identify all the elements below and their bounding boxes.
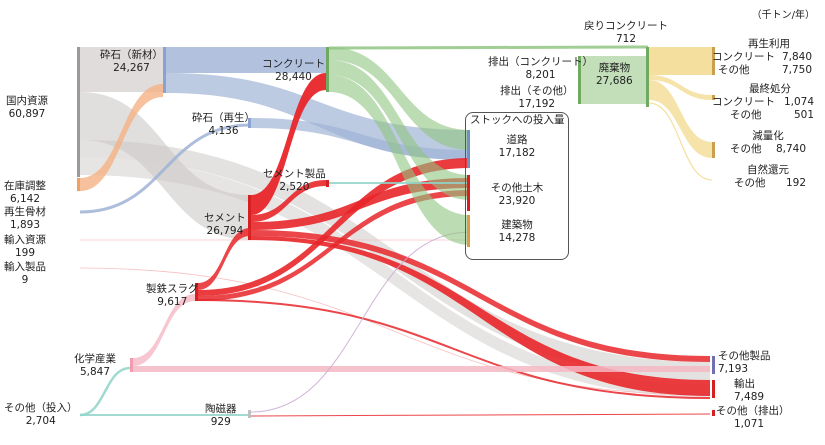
flow-domestic-crushed-new — [80, 47, 163, 92]
node-label-crushed-new: 砕石（新材） 24,267 — [100, 49, 163, 74]
node-label-slag: 製鉄スラグ 9,617 — [146, 283, 199, 308]
flow-crushed-concrete — [166, 47, 326, 73]
node-label-return-concrete: 戻りコンクリート 712 — [584, 20, 668, 45]
node-bar-waste — [646, 47, 649, 107]
node-label-concrete: コンクリート 28,440 — [262, 58, 325, 83]
node-bar-export — [712, 380, 715, 398]
stock-title: ストックへの投入量 — [470, 114, 565, 126]
node-label-chemical: 化学産業 5,847 — [74, 353, 116, 378]
node-bar-other-emission — [712, 410, 715, 416]
node-label-imported-res: 輸入資源 199 — [4, 234, 46, 259]
node-bar-reuse — [712, 47, 715, 75]
flow-emit-waste — [581, 56, 648, 104]
node-label-imported-prod: 輸入製品 9 — [4, 261, 46, 286]
flow-slag-cement — [198, 228, 250, 290]
node-label-road: 道路 17,182 — [498, 134, 536, 159]
node-bar-domestic — [77, 47, 80, 177]
flow-chemical-slag — [133, 294, 195, 366]
flow-domestic-other-products — [80, 140, 710, 380]
node-label-export: 輸出 7,489 — [734, 378, 765, 403]
node-bar-chemical — [130, 358, 133, 372]
flow-stockadj-crushed — [80, 84, 163, 191]
node-label-recycled-agg: 再生骨材 1,893 — [4, 206, 46, 231]
node-bar-emit — [578, 56, 581, 104]
flow-imported-prod — [79, 267, 711, 396]
unit-label: （千トン/年） — [751, 10, 815, 21]
flow-recycled-crushed-rec — [79, 123, 251, 214]
node-label-other-products: その他製品 7,193 — [718, 350, 771, 375]
node-label-ceramics: 陶磁器 929 — [205, 403, 237, 428]
flow-slag-civil — [198, 190, 470, 301]
node-label-civil: その他土木 23,920 — [490, 182, 544, 207]
flow-waste-landfill — [649, 75, 712, 100]
node-bar-landfill — [712, 95, 715, 100]
flow-waste-natural — [648, 102, 713, 181]
node-bar-cement — [248, 195, 251, 240]
flow-cement-cementprod — [251, 180, 326, 222]
stock-box — [465, 112, 569, 260]
flow-concrete-return — [328, 45, 649, 50]
node-bar-slag — [195, 283, 198, 301]
node-label-reduce: 減量化 その他 8,740 — [730, 130, 806, 155]
flow-otherinput-chemical — [79, 366, 131, 417]
node-label-emit-concrete: 排出（コンクリート） 8,201 — [488, 56, 593, 81]
node-label-other-emission: その他（排出） 1,071 — [716, 405, 790, 430]
node-label-reuse: 再生利用 コンクリート 7,840 その他 7,750 — [712, 38, 812, 76]
flow-slag-export — [197, 299, 711, 399]
node-label-other-input: その他（投入） 2,704 — [4, 402, 78, 427]
node-bar-other-products — [712, 356, 715, 374]
node-label-domestic: 国内資源 60,897 — [6, 95, 48, 120]
flow-domestic-export — [80, 158, 710, 397]
flow-chemical-other-products — [133, 366, 710, 372]
node-bar-cement-prod — [326, 180, 329, 187]
flow-ceramics-building — [250, 231, 471, 413]
flow-concrete-road — [329, 47, 470, 150]
node-bar-ceramics — [248, 410, 251, 418]
node-bar-building — [467, 215, 470, 247]
node-label-cement: セメント 26,794 — [204, 212, 246, 237]
node-label-stock-adj: 在庫調整 6,142 — [4, 180, 46, 205]
node-bar-road — [467, 130, 470, 168]
flow-cement-other-products — [251, 230, 710, 362]
flow-cement-export — [251, 236, 710, 396]
flow-ceramics-emit — [250, 413, 711, 417]
flow-cement-concrete — [251, 73, 326, 215]
node-bar-crushed-new — [163, 47, 166, 93]
node-bar-civil — [467, 175, 470, 211]
flow-slag-road — [198, 158, 470, 296]
node-label-crushed-rec: 砕石（再生） 4,136 — [192, 112, 255, 137]
node-bar-crushed-rec — [248, 118, 251, 128]
node-bar-concrete — [326, 47, 329, 92]
node-label-waste: 廃棄物 27,686 — [596, 62, 633, 87]
node-bar-reduce — [712, 142, 715, 158]
node-label-natural: 自然還元 その他 192 — [734, 164, 806, 189]
node-label-landfill: 最終処分 コンクリート 1,074 その他 501 — [712, 83, 814, 121]
flow-waste-reduce — [649, 80, 712, 158]
node-label-cement-prod: セメント製品 2,520 — [263, 168, 326, 193]
node-label-building: 建築物 14,278 — [498, 219, 536, 244]
node-bar-stock-adj — [77, 178, 80, 191]
flow-concrete-civil — [329, 60, 470, 200]
node-label-emit-other: 排出（その他） 17,192 — [500, 85, 574, 110]
flow-waste-reuse — [649, 47, 712, 75]
flow-concrete-building — [329, 75, 470, 245]
